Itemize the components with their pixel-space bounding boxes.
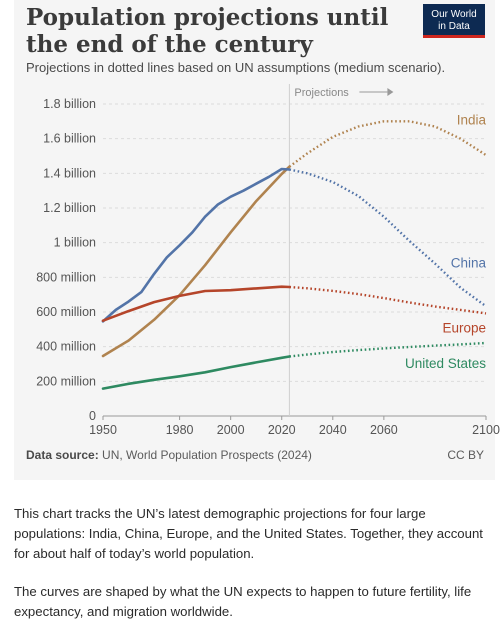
y-tick-label: 600 million bbox=[36, 305, 96, 319]
y-tick-label: 200 million bbox=[36, 374, 96, 388]
series-label-india: India bbox=[457, 112, 487, 127]
series-india-historical bbox=[101, 165, 291, 358]
owid-logo[interactable]: Our World in Data bbox=[423, 4, 485, 38]
series-china-projection bbox=[289, 168, 487, 308]
x-tick-label: 1950 bbox=[89, 423, 117, 437]
series-europe-historical bbox=[101, 285, 291, 322]
projection-arrow-head bbox=[387, 88, 394, 96]
x-tick-label: 2020 bbox=[268, 423, 296, 437]
description-paragraph-2: The curves are shaped by what the UN exp… bbox=[14, 584, 472, 619]
description-paragraph-1: This chart tracks the UN’s latest demogr… bbox=[14, 506, 483, 561]
series-europe-projection bbox=[289, 285, 487, 315]
x-tick-label: 2060 bbox=[370, 423, 398, 437]
y-tick-label: 800 million bbox=[36, 270, 96, 284]
data-source: Data source: UN, World Population Prospe… bbox=[26, 448, 312, 462]
series-label-china: China bbox=[451, 255, 487, 270]
x-tick-label: 2100 bbox=[472, 423, 500, 437]
chart-card bbox=[14, 0, 495, 480]
projection-annotation: Projections bbox=[294, 87, 349, 99]
y-tick-label: 0 bbox=[89, 409, 96, 423]
series-label-united-states: United States bbox=[405, 356, 486, 371]
series-label-europe: Europe bbox=[442, 320, 486, 335]
y-tick-label: 1.8 billion bbox=[43, 97, 96, 111]
y-tick-label: 1.4 billion bbox=[43, 166, 96, 180]
chart-title: Population projections until the end of … bbox=[26, 4, 389, 58]
logo-line-1: Our World bbox=[431, 9, 477, 20]
data-source-label: Data source: bbox=[26, 448, 99, 462]
y-tick-label: 1.2 billion bbox=[43, 201, 96, 215]
x-tick-label: 2040 bbox=[319, 423, 347, 437]
series-china-historical bbox=[101, 167, 291, 323]
x-tick-label: 2000 bbox=[217, 423, 245, 437]
x-tick-label: 1980 bbox=[166, 423, 194, 437]
series-india-projection bbox=[288, 120, 487, 168]
y-tick-label: 400 million bbox=[36, 340, 96, 354]
license-link[interactable]: CC BY bbox=[447, 448, 484, 462]
data-source-text: UN, World Population Prospects (2024) bbox=[102, 448, 312, 462]
y-tick-label: 1.6 billion bbox=[43, 132, 96, 146]
y-tick-label: 1 billion bbox=[54, 236, 96, 250]
series-united-states-projection bbox=[289, 341, 487, 358]
logo-line-2: in Data bbox=[438, 21, 470, 32]
line-chart: 0 200 million 400 million 600 million 800 mi… bbox=[36, 84, 500, 437]
chart-subtitle: Projections in dotted lines based on UN … bbox=[26, 60, 446, 75]
series-united-states-historical bbox=[101, 355, 291, 390]
